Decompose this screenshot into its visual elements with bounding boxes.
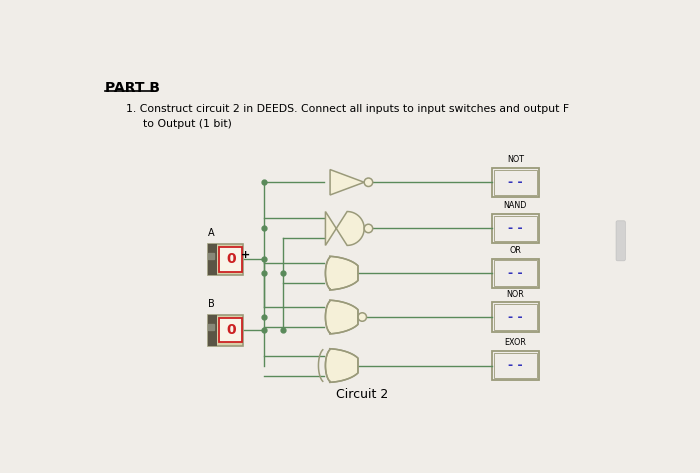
FancyBboxPatch shape: [494, 304, 537, 330]
Text: EXOR: EXOR: [505, 338, 526, 347]
Text: OR: OR: [510, 245, 522, 254]
Text: PART B: PART B: [104, 80, 160, 95]
FancyBboxPatch shape: [492, 259, 538, 288]
Text: 0: 0: [226, 252, 236, 266]
Text: - -: - -: [508, 267, 523, 280]
Text: +: +: [241, 250, 250, 261]
Text: NOR: NOR: [506, 289, 524, 298]
Text: Circuit 2: Circuit 2: [337, 387, 389, 401]
Text: - -: - -: [508, 222, 523, 235]
Circle shape: [364, 178, 372, 186]
Circle shape: [358, 313, 367, 321]
FancyBboxPatch shape: [219, 247, 242, 272]
Polygon shape: [326, 211, 364, 245]
Text: - -: - -: [508, 359, 523, 372]
FancyBboxPatch shape: [492, 167, 538, 197]
FancyBboxPatch shape: [494, 216, 537, 241]
FancyBboxPatch shape: [492, 351, 538, 380]
FancyBboxPatch shape: [492, 214, 538, 243]
FancyBboxPatch shape: [494, 169, 537, 195]
Polygon shape: [326, 256, 358, 290]
Text: A: A: [208, 228, 214, 238]
Text: B: B: [208, 299, 214, 309]
FancyBboxPatch shape: [616, 221, 625, 261]
FancyBboxPatch shape: [208, 244, 244, 275]
Polygon shape: [326, 349, 358, 382]
FancyBboxPatch shape: [208, 315, 244, 345]
Text: NAND: NAND: [503, 201, 527, 210]
Text: NOT: NOT: [507, 155, 524, 164]
Circle shape: [364, 224, 372, 233]
FancyBboxPatch shape: [208, 244, 218, 275]
FancyBboxPatch shape: [494, 353, 537, 378]
FancyBboxPatch shape: [494, 261, 537, 286]
FancyBboxPatch shape: [208, 315, 218, 345]
Text: 0: 0: [226, 323, 236, 337]
Text: - -: - -: [508, 310, 523, 324]
Text: 1. Construct circuit 2 in DEEDS. Connect all inputs to input switches and output: 1. Construct circuit 2 in DEEDS. Connect…: [126, 104, 569, 114]
FancyBboxPatch shape: [219, 318, 242, 342]
Polygon shape: [326, 300, 358, 334]
Text: to Output (1 bit): to Output (1 bit): [144, 119, 232, 129]
Text: - -: - -: [508, 176, 523, 189]
Polygon shape: [330, 169, 364, 195]
FancyBboxPatch shape: [492, 302, 538, 332]
